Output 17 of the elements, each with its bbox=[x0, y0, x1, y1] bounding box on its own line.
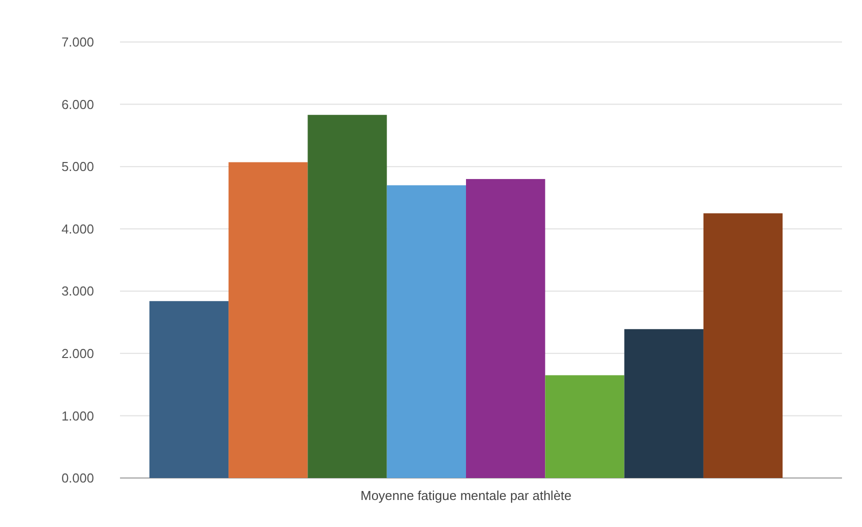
x-tick-label: Moyenne fatigue mentale par athlète bbox=[360, 488, 572, 503]
y-tick-label: 4.000 bbox=[61, 221, 94, 236]
bar bbox=[703, 213, 783, 478]
bar bbox=[386, 185, 466, 478]
y-tick-label: 0.000 bbox=[61, 470, 94, 486]
y-tick-label: 7.000 bbox=[61, 34, 94, 50]
y-tick-label: 2.000 bbox=[61, 346, 94, 361]
bar bbox=[228, 162, 308, 478]
bar bbox=[466, 179, 546, 478]
y-tick-label: 1.000 bbox=[61, 408, 94, 424]
y-tick-label: 3.000 bbox=[61, 284, 94, 299]
y-tick-label: 5.000 bbox=[61, 159, 94, 174]
bar bbox=[545, 375, 624, 478]
bar bbox=[624, 329, 704, 478]
y-tick-label: 6.000 bbox=[61, 96, 94, 112]
bar bbox=[149, 301, 229, 478]
bar bbox=[308, 114, 387, 478]
